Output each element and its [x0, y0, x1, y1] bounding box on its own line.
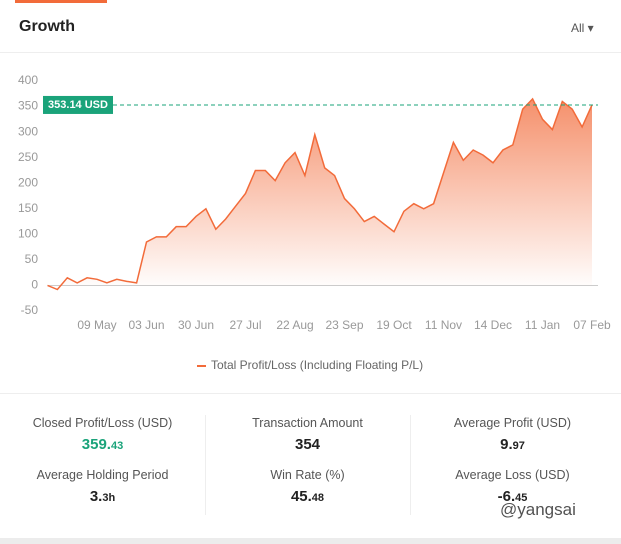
range-filter[interactable]: All ▾: [571, 21, 594, 35]
stat-label: Closed Profit/Loss (USD): [32, 416, 173, 430]
x-tick-label: 27 Jul: [229, 318, 261, 332]
stat-label: Transaction Amount: [252, 416, 363, 430]
x-tick-label: 03 Jun: [128, 318, 164, 332]
legend-label: Total Profit/Loss (Including Floating P/…: [211, 358, 423, 372]
x-tick-label: 23 Sep: [325, 318, 363, 332]
stat: Average Loss (USD) -6.45: [410, 468, 615, 505]
stat-label: Win Rate (%): [270, 468, 345, 482]
stat-value: -6.45: [497, 488, 528, 505]
area-fill: [47, 98, 592, 290]
section-title: Growth: [19, 18, 75, 35]
column-divider: [410, 415, 411, 515]
y-tick-label: 350: [18, 99, 38, 113]
stat-label: Average Holding Period: [36, 468, 169, 482]
watermark: @yangsai: [500, 500, 576, 519]
y-tick-label: 250: [18, 150, 38, 164]
x-tick-label: 11 Nov: [425, 318, 462, 332]
line: [47, 97, 593, 291]
divider: [0, 52, 621, 53]
chart: -50 0 50 100 150 200 250 300 350 400 09 May 03 Jun 3…: [18, 73, 611, 372]
y-tick-label: 50: [25, 252, 39, 266]
column-divider: [205, 415, 206, 515]
stat: Closed Profit/Loss (USD) 359.43: [0, 416, 205, 453]
reference-label-bg: [43, 95, 113, 114]
active-tab-bar: [15, 0, 107, 3]
stat-label: Average Profit (USD): [453, 416, 572, 430]
reference-label: 353.14 USD: [48, 99, 108, 111]
y-tick-label: 200: [18, 175, 38, 189]
stat: Transaction Amount 354: [205, 416, 410, 453]
stat-label: Average Loss (USD): [455, 468, 570, 482]
range-filter-label: All: [571, 21, 585, 35]
x-tick-label: 09 May: [77, 318, 116, 332]
y-tick-label: -50: [21, 303, 39, 317]
x-tick-label: 19 Oct: [376, 318, 412, 332]
stat: Win Rate (%) 45.48: [205, 468, 410, 505]
bottom-bar: [0, 538, 621, 544]
x-tick-label: 30 Jun: [178, 318, 214, 332]
y-tick-label: 0: [31, 278, 38, 292]
x-tick-label: 11 Jan: [525, 318, 560, 332]
x-tick-label: 14 Dec: [474, 318, 512, 332]
stat-value: 9.97: [500, 436, 525, 453]
y-tick-label: 300: [18, 124, 38, 138]
stat-value: 3.3h: [89, 488, 116, 505]
stat-value: 354: [294, 436, 321, 453]
y-tick-label: 400: [18, 73, 38, 87]
y-tick-label: 150: [18, 201, 38, 215]
stat-value: 359.43: [81, 436, 124, 453]
stat-value: 45.48: [290, 488, 325, 505]
y-tick-label: 100: [18, 227, 38, 241]
stat: Average Profit (USD) 9.97: [410, 416, 615, 453]
stat: Average Holding Period 3.3h: [0, 468, 205, 505]
x-tick-label: 07 Feb: [573, 318, 611, 332]
x-tick-label: 22 Aug: [276, 318, 313, 332]
divider: [0, 393, 621, 394]
